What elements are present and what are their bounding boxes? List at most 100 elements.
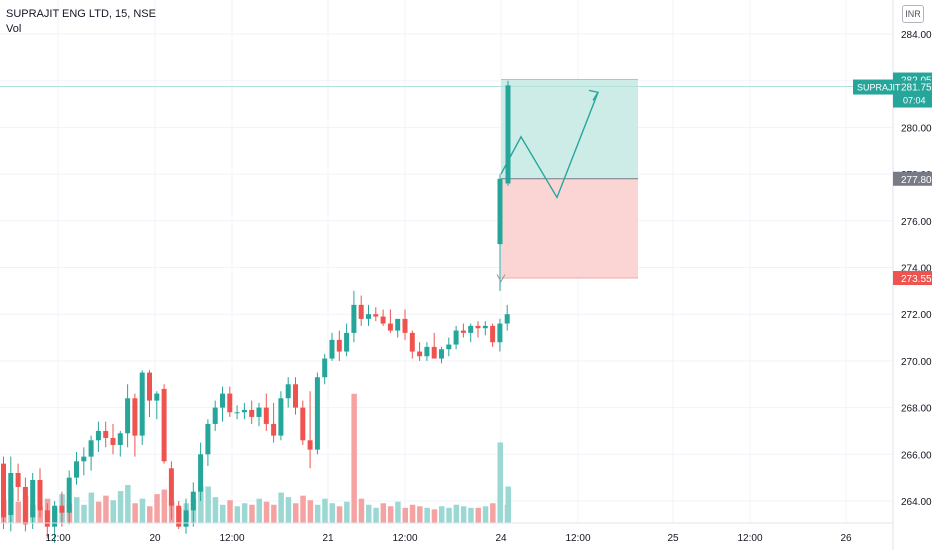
candle[interactable] <box>271 423 277 436</box>
candle[interactable] <box>15 472 21 487</box>
target-zone[interactable] <box>501 79 638 179</box>
volume-bar <box>205 486 211 523</box>
candle[interactable] <box>59 505 65 513</box>
volume-bar <box>351 393 357 523</box>
volume-bar <box>373 507 379 523</box>
candle[interactable] <box>1 463 6 518</box>
candle[interactable] <box>256 407 262 417</box>
candle[interactable] <box>132 398 138 436</box>
candle[interactable] <box>314 377 320 450</box>
candle[interactable] <box>380 316 386 324</box>
volume-bar <box>460 506 467 523</box>
candle[interactable] <box>329 339 335 359</box>
candle[interactable] <box>322 358 328 378</box>
candle[interactable] <box>103 430 109 438</box>
candle[interactable] <box>241 409 247 413</box>
candle[interactable] <box>475 325 481 329</box>
candle[interactable] <box>212 407 218 424</box>
candle[interactable] <box>220 393 225 408</box>
candle[interactable] <box>482 325 488 329</box>
stop-zone[interactable] <box>501 178 638 279</box>
candle[interactable] <box>22 486 28 525</box>
symbol-title[interactable]: SUPRAJIT ENG LTD, 15, NSE <box>6 8 156 20</box>
candle[interactable] <box>439 349 444 359</box>
candle[interactable] <box>460 330 466 333</box>
candle[interactable] <box>293 384 298 408</box>
candle[interactable] <box>505 85 511 184</box>
volume-bar <box>74 497 80 523</box>
stop-price-label: 273.55 <box>901 274 932 285</box>
volume-bar <box>278 492 284 523</box>
candle[interactable] <box>154 393 160 401</box>
candle[interactable] <box>395 318 401 331</box>
candle[interactable] <box>74 461 79 478</box>
volume-label[interactable]: Vol <box>6 23 22 35</box>
candle[interactable] <box>234 412 240 414</box>
candle[interactable] <box>468 325 474 333</box>
candle[interactable] <box>125 398 131 434</box>
volume-bar <box>249 504 255 523</box>
candle[interactable] <box>300 407 306 441</box>
symbol-tag[interactable] <box>853 79 894 95</box>
candle[interactable] <box>147 372 152 401</box>
candle[interactable] <box>490 325 496 343</box>
candle[interactable] <box>497 178 503 245</box>
candle[interactable] <box>8 472 14 516</box>
candle[interactable] <box>205 423 211 455</box>
candle[interactable] <box>249 409 255 417</box>
candle[interactable] <box>183 510 189 527</box>
candle[interactable] <box>190 491 196 511</box>
candle[interactable] <box>66 477 72 513</box>
candle[interactable] <box>373 314 379 317</box>
volume-bar <box>505 486 511 523</box>
candle[interactable] <box>307 440 313 450</box>
candle[interactable] <box>366 314 371 319</box>
current-price-tag[interactable] <box>893 80 932 108</box>
candle[interactable] <box>417 351 423 357</box>
candle[interactable] <box>227 393 233 413</box>
candle[interactable] <box>117 433 123 445</box>
entry-price-tag[interactable] <box>893 171 932 186</box>
stop-price-tag[interactable] <box>893 271 932 286</box>
candle[interactable] <box>168 468 174 506</box>
projection-path[interactable] <box>500 92 599 200</box>
candle[interactable] <box>263 407 269 424</box>
candle[interactable] <box>278 398 284 436</box>
candle[interactable] <box>81 456 87 462</box>
candle[interactable] <box>88 440 94 457</box>
volume-bar <box>387 506 394 523</box>
candle[interactable] <box>30 479 36 518</box>
candle[interactable] <box>44 510 50 527</box>
candle[interactable] <box>504 314 510 324</box>
candle[interactable] <box>161 388 167 462</box>
candle[interactable] <box>139 372 145 436</box>
candle[interactable] <box>176 505 182 527</box>
time-axis-label: 20 <box>149 533 161 544</box>
time-axis-label: 26 <box>840 533 852 544</box>
candle[interactable] <box>446 344 452 350</box>
candle[interactable] <box>37 479 43 511</box>
candle[interactable] <box>424 346 430 357</box>
candle[interactable] <box>52 505 58 527</box>
candle[interactable] <box>453 330 459 345</box>
candle[interactable] <box>402 318 408 333</box>
candle[interactable] <box>198 454 204 492</box>
candle[interactable] <box>497 323 503 343</box>
candle[interactable] <box>110 437 116 445</box>
time-axis-label: 12:00 <box>45 533 70 544</box>
candle[interactable] <box>387 323 393 331</box>
volume-bar <box>307 500 314 523</box>
candle[interactable] <box>351 304 357 333</box>
candle[interactable] <box>344 332 350 352</box>
candle[interactable] <box>336 339 342 352</box>
volume-bar <box>256 498 262 523</box>
candle[interactable] <box>358 304 364 319</box>
candle[interactable] <box>431 346 437 359</box>
candle[interactable] <box>409 332 415 352</box>
volume-bar <box>336 506 343 523</box>
currency-button[interactable]: INR <box>902 5 924 23</box>
candle[interactable] <box>95 430 101 441</box>
candle[interactable] <box>285 384 291 399</box>
